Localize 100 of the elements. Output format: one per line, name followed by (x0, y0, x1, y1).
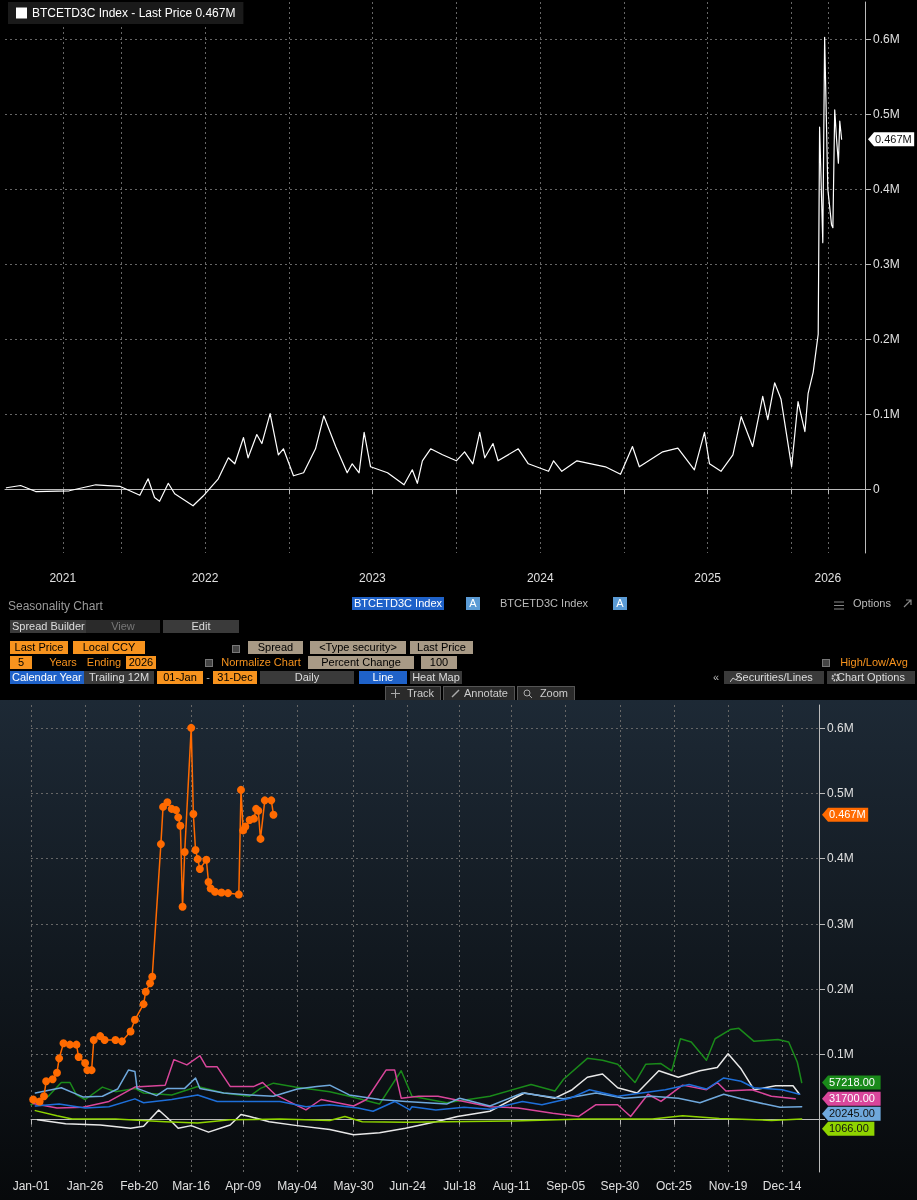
point (176, 821, 185, 830)
x-tick-label: Jan-01 (12, 1179, 50, 1193)
legend-label: BTCETD3C Index - Last Price 0.467M (32, 6, 236, 20)
x-tick-label: Jul-18 (443, 1179, 477, 1193)
text: A (466, 597, 480, 610)
point (159, 802, 168, 811)
point (249, 814, 258, 823)
text: « (711, 671, 721, 684)
point (193, 855, 202, 864)
point (100, 1036, 109, 1045)
x-tick-label: Feb-20 (120, 1179, 159, 1193)
point (224, 889, 232, 898)
line-series (36, 1053, 801, 1136)
text: - (205, 671, 211, 684)
point (89, 1036, 98, 1045)
point (74, 1053, 83, 1062)
point (117, 1037, 126, 1046)
text: Last Price (410, 641, 473, 654)
text: Daily (260, 671, 354, 684)
x-tick-label: Mar-16 (172, 1179, 211, 1193)
point (35, 1097, 44, 1106)
point (126, 1027, 135, 1036)
text: Options (852, 597, 892, 610)
line-series (34, 1109, 803, 1124)
point (48, 1075, 57, 1084)
y-tick-label: 0.3M (827, 916, 854, 931)
x-tick-label: Aug-11 (492, 1179, 531, 1193)
point (191, 846, 200, 854)
x-tick-label: 2026 (814, 571, 842, 585)
text: Annotate (443, 686, 515, 701)
text: High/Low/Avg (839, 656, 909, 669)
point (180, 847, 189, 856)
text: 1066.00 (829, 1122, 869, 1135)
x-tick-label: May-04 (277, 1179, 318, 1193)
y-tick-label: 0.1M (873, 407, 900, 422)
y-tick-label: 0.5M (873, 107, 900, 122)
x-tick-label: 2022 (191, 571, 219, 585)
text: BTCETD3C Index (352, 597, 445, 610)
text: 100 (421, 656, 457, 669)
text: A (613, 597, 627, 610)
x-tick-label: Dec-14 (762, 1179, 802, 1193)
text: Line (359, 671, 407, 684)
x-tick-label: Sep-05 (546, 1179, 586, 1193)
line-series (30, 1027, 803, 1106)
point (156, 840, 165, 849)
y-tick-label: 0.6M (873, 32, 900, 47)
text: 0.467M (829, 808, 866, 821)
point (42, 1077, 51, 1086)
y-tick-label: 0.4M (873, 182, 900, 197)
text: Years (48, 656, 78, 669)
x-tick-label: 2024 (526, 571, 554, 585)
point (72, 1040, 81, 1049)
x-tick-label: Oct-25 (655, 1179, 693, 1193)
x-tick-label: Sep-30 (600, 1179, 640, 1193)
text: Normalize Chart (220, 656, 302, 669)
text: Percent Change (308, 656, 414, 669)
line-series (34, 1069, 803, 1109)
text: Heat Map (410, 671, 462, 684)
text: 31700.00 (829, 1092, 875, 1105)
point (59, 1039, 68, 1048)
point (55, 1054, 64, 1063)
line-series (34, 1077, 801, 1113)
x-tick-label: Nov-19 (708, 1179, 748, 1193)
line-series (5, 36, 843, 507)
text: View (86, 620, 160, 633)
text: 2026 (126, 656, 156, 669)
x-tick-label: May-30 (333, 1179, 374, 1193)
text: BTCETD3C Index (499, 597, 590, 610)
text: Last Price (10, 641, 68, 654)
text: Spread (248, 641, 303, 654)
point (146, 979, 155, 988)
point (211, 887, 220, 896)
point (163, 798, 172, 807)
y-tick-label: 0.2M (873, 332, 900, 347)
y-tick-label: 0.5M (827, 786, 854, 801)
point (241, 822, 250, 831)
point (148, 972, 157, 981)
point (260, 796, 269, 805)
y-tick-label: 0.4M (827, 851, 854, 866)
point (267, 796, 276, 805)
y-tick-label: 0 (873, 482, 880, 497)
text: Calendar Year (10, 671, 84, 684)
chart-title: Seasonality Chart (8, 599, 103, 613)
text: 31-Dec (213, 671, 257, 684)
text: Chart Options (827, 671, 915, 684)
point (81, 1058, 90, 1067)
point (40, 1092, 48, 1101)
point (256, 834, 265, 843)
text: 20245.00 (829, 1107, 875, 1120)
text: Edit (163, 620, 239, 633)
point (269, 810, 278, 819)
text: 0.467M (875, 132, 912, 145)
point (189, 810, 198, 819)
text: 57218.00 (829, 1076, 875, 1089)
text: 01-Jan (157, 671, 203, 684)
point (130, 1015, 139, 1024)
point (234, 890, 243, 899)
point (139, 1000, 148, 1009)
text: Zoom (517, 686, 575, 701)
x-tick-label: 2021 (49, 571, 77, 585)
